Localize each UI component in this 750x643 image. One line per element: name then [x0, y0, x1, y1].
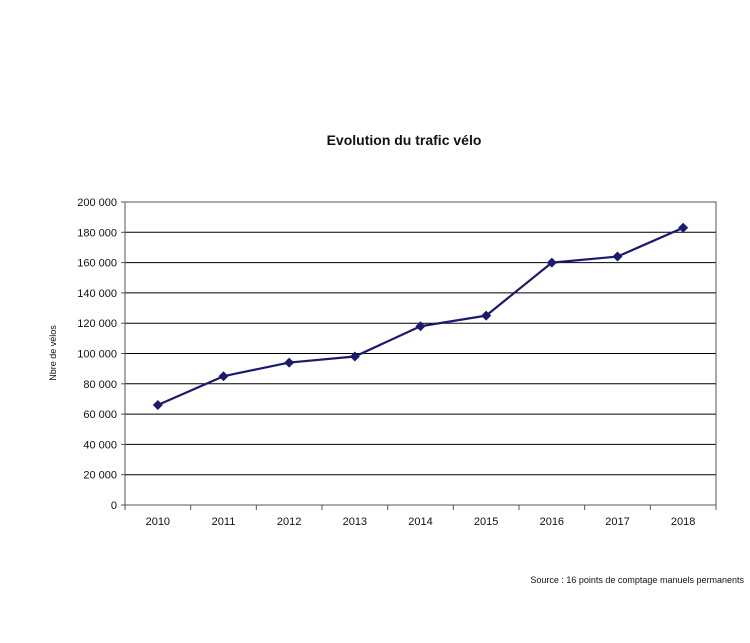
data-point [218, 371, 229, 382]
series [152, 222, 689, 411]
series-line [157, 226, 684, 407]
x-tick-label: 2011 [212, 516, 236, 528]
x-tick-label: 2018 [671, 516, 695, 528]
chart-title: Evolution du trafic vélo [327, 132, 482, 148]
x-tick-label: 2016 [540, 516, 564, 528]
y-tick-label: 40 000 [83, 439, 117, 451]
x-tick-label: 2012 [277, 516, 301, 528]
data-point [546, 257, 557, 268]
y-tick-label: 120 000 [77, 318, 117, 330]
data-point [415, 321, 426, 332]
y-tick-label: 20 000 [83, 470, 117, 482]
x-tick-label: 2015 [474, 516, 498, 528]
x-tick-label: 2010 [146, 516, 170, 528]
data-point [284, 357, 295, 368]
y-tick-label: 60 000 [83, 409, 117, 421]
data-point [152, 400, 163, 411]
y-tick-label: 80 000 [83, 379, 117, 391]
grid [125, 231, 716, 476]
x-tick-label: 2017 [605, 516, 629, 528]
data-point [612, 251, 623, 262]
plot-area [124, 201, 717, 506]
y-tick-label: 200 000 [77, 197, 117, 209]
data-point [678, 222, 689, 233]
y-tick-label: 180 000 [77, 227, 117, 239]
y-tick-labels: 0 20 000 40 000 60 000 80 000 100 000 120 000 1… [77, 197, 125, 512]
source-note: Source : 16 points de comptage manuels p… [530, 575, 744, 585]
y-tick-label: 140 000 [77, 288, 117, 300]
y-tick-label: 0 [111, 500, 117, 512]
x-tick-labels: 2010 2011 2012 2013 2014 2015 2016 2017 2018 [124, 505, 717, 528]
y-tick-label: 100 000 [77, 349, 117, 361]
data-point [349, 351, 360, 362]
y-axis-label: Nbre de vélos [48, 325, 58, 381]
y-tick-label: 160 000 [77, 258, 117, 270]
x-tick-label: 2014 [408, 516, 432, 528]
x-tick-label: 2013 [343, 516, 367, 528]
data-point [481, 310, 492, 321]
